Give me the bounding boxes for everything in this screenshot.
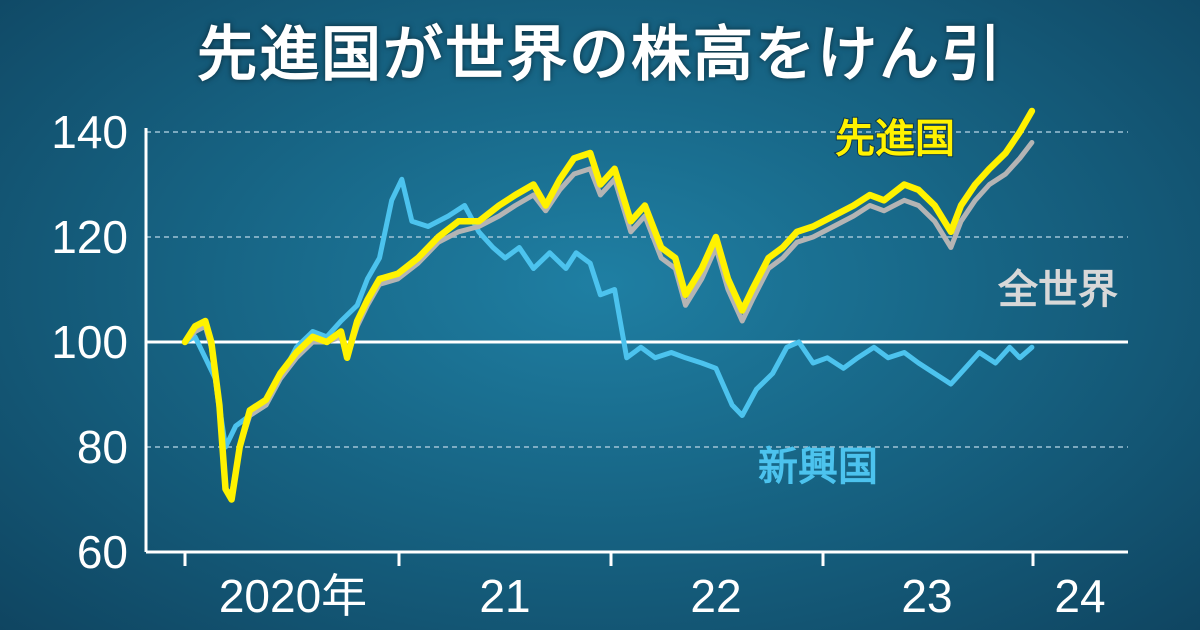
x-tick-label: 24	[1054, 570, 1105, 622]
y-tick-labels: 60 80 100 120 140	[51, 106, 128, 578]
x-tick-label: 23	[901, 570, 952, 622]
chart-title: 先進国が世界の株高をけん引	[197, 20, 1003, 90]
series-labels: 先進国 全世界 新興国	[758, 115, 1118, 490]
series-line-world	[182, 140, 1035, 497]
y-tick-label: 60	[77, 526, 128, 578]
y-tick-label: 100	[51, 316, 128, 368]
x-tick-marks	[183, 552, 1035, 566]
x-tick-labels: 2020年 21 22 23 24	[219, 570, 1106, 622]
x-tick-label: 2020年	[219, 570, 367, 622]
y-tick-label: 120	[51, 211, 128, 263]
series-label-emerging: 新興国	[758, 444, 878, 490]
series-line-emerging	[182, 176, 1035, 450]
x-tick-label: 21	[479, 570, 530, 622]
series-line-developed	[181, 107, 1036, 503]
series-label-world: 全世界	[997, 267, 1118, 313]
axes	[144, 128, 1128, 554]
y-tick-label: 80	[77, 421, 128, 473]
series-label-developed: 先進国	[835, 116, 955, 162]
series-lines	[181, 107, 1036, 503]
x-tick-label: 22	[690, 570, 741, 622]
y-tick-label: 140	[51, 106, 128, 158]
